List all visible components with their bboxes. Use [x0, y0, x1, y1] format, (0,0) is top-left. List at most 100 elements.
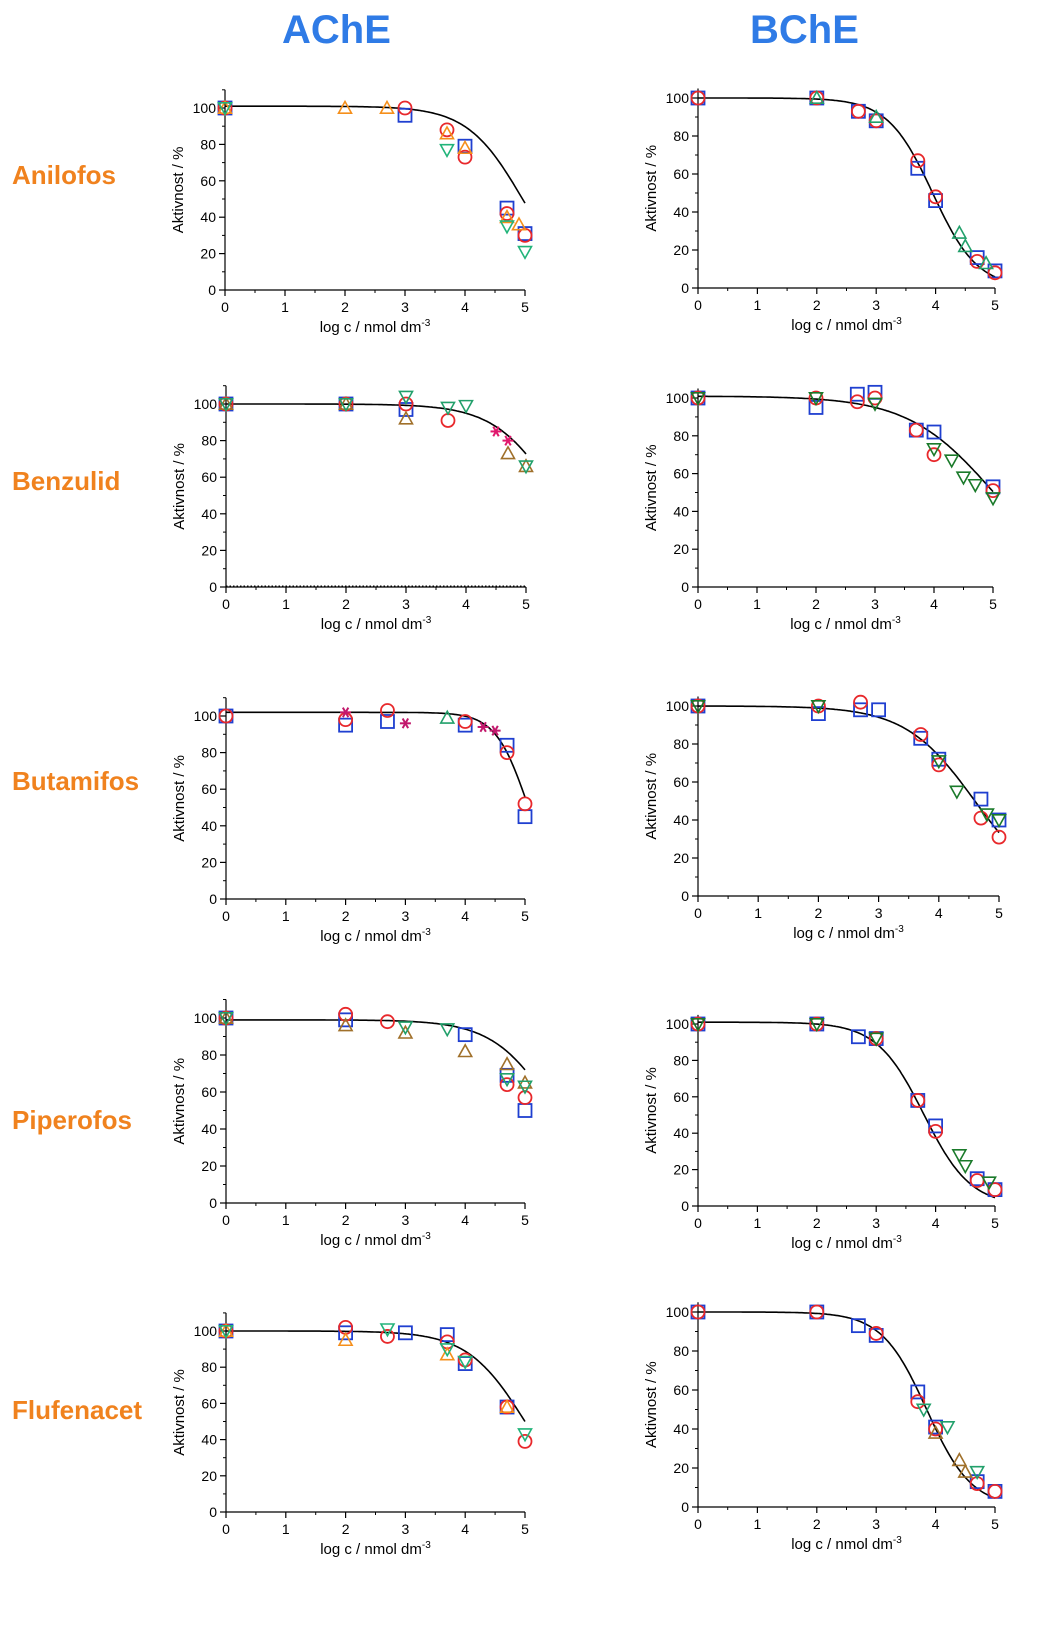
row-label-benzulid: Benzulid — [12, 466, 121, 496]
x-tick-label: 4 — [461, 299, 469, 315]
triangle-down-point — [979, 808, 995, 823]
square-point — [397, 1325, 413, 1341]
square-point — [928, 1118, 943, 1134]
circle-point — [690, 1304, 706, 1320]
fit-curve — [698, 395, 994, 493]
y-tick-label: 100 — [666, 90, 690, 106]
x-tick-label: 0 — [694, 1516, 702, 1532]
y-tick-label: 80 — [673, 1343, 689, 1359]
circle-point — [457, 1352, 473, 1368]
triangle-up-point — [511, 216, 527, 231]
asterisk-point — [399, 718, 411, 729]
square-point — [853, 702, 868, 718]
y-axis-label: Aktivnost / % — [643, 145, 660, 232]
triangle-down-point — [926, 443, 942, 458]
x-tick-label: 0 — [694, 596, 702, 612]
y-tick-label: 100 — [194, 708, 218, 724]
x-axis-label-exponent: -3 — [422, 615, 431, 626]
y-axis-label: Aktivnost / % — [171, 755, 188, 842]
x-tick-label: 3 — [872, 1516, 880, 1532]
x-axis-label-exponent: -3 — [421, 318, 430, 329]
fit-curve — [225, 105, 526, 204]
y-tick-label: 60 — [673, 774, 689, 790]
triangle-down-point — [808, 391, 824, 407]
triangle-up-point — [439, 125, 455, 140]
triangle-up-point — [808, 89, 825, 104]
y-tick-label: 20 — [673, 1162, 689, 1178]
x-axis-label-exponent: -3 — [422, 1231, 431, 1242]
y-tick-label: 60 — [201, 1084, 217, 1100]
y-axis-label: Aktivnost / % — [171, 1058, 188, 1145]
x-tick-label: 2 — [813, 1516, 821, 1532]
square-point — [380, 714, 395, 729]
x-tick-label: 1 — [753, 596, 761, 612]
circle-point — [931, 757, 947, 773]
triangle-down-point — [690, 391, 706, 407]
triangle-down-point — [930, 755, 947, 770]
row-label-anilofos: Anilofos — [12, 160, 116, 190]
x-tick-label: 2 — [813, 297, 821, 313]
x-axis-label: log c / nmol dm-3 — [321, 615, 432, 633]
y-tick-label: 20 — [201, 542, 217, 558]
x-tick-label: 1 — [754, 1516, 762, 1532]
x-tick-label: 2 — [813, 1215, 821, 1231]
x-tick-label: 5 — [521, 1212, 529, 1228]
chart-piperofos-ache: 0 20 40 60 80 100 0 1 2 3 4 5 log c / nmol dm-3 Aktiv… — [171, 999, 533, 1249]
x-tick-label: 0 — [222, 908, 230, 924]
row-label-piperofos: Piperofos — [12, 1105, 132, 1135]
triangle-up-point — [517, 1074, 533, 1089]
circle-point — [439, 122, 455, 138]
x-tick-label: 5 — [521, 299, 529, 315]
x-tick-label: 1 — [754, 297, 762, 313]
asterisk-point — [489, 725, 501, 736]
x-tick-label: 0 — [221, 299, 229, 315]
y-tick-label: 80 — [673, 1052, 689, 1068]
x-tick-label: 4 — [930, 596, 938, 612]
triangle-down-point — [808, 1017, 825, 1033]
square-point — [969, 250, 985, 266]
ache-column-header: AChE — [282, 8, 391, 52]
triangle-down-point — [967, 478, 984, 494]
x-axis-label: log c / nmol dm-3 — [320, 318, 431, 336]
triangle-down-point — [690, 699, 706, 715]
circle-point — [908, 422, 924, 438]
fit-curve — [226, 1019, 526, 1071]
y-tick-label: 0 — [209, 1195, 217, 1211]
circle-point — [910, 153, 926, 169]
fit-curve — [226, 1330, 526, 1422]
chart-benzulid-bche: 0 20 40 60 80 100 0 1 2 3 4 5 log c / nmol dm-3 Aktiv… — [643, 384, 1001, 633]
x-tick-label: 5 — [522, 596, 530, 612]
fit-curve — [698, 705, 1000, 834]
x-axis-label-exponent: -3 — [893, 1535, 902, 1546]
triangle-down-point — [517, 245, 533, 260]
circle-point — [380, 1014, 395, 1030]
row-label-flufenacet: Flufenacet — [12, 1395, 143, 1425]
y-tick-label: 0 — [681, 280, 689, 296]
triangle-up-point — [397, 1024, 414, 1039]
triangle-up-point — [868, 108, 885, 123]
circle-point — [690, 90, 706, 106]
y-axis-label: Aktivnost / % — [643, 444, 660, 531]
y-tick-label: 0 — [209, 891, 217, 907]
x-tick-label: 2 — [342, 596, 350, 612]
y-tick-label: 80 — [200, 136, 216, 152]
x-tick-label: 5 — [991, 297, 999, 313]
y-axis-label: Aktivnost / % — [643, 1361, 660, 1448]
x-tick-label: 1 — [754, 1215, 762, 1231]
x-tick-label: 5 — [989, 596, 997, 612]
x-tick-label: 3 — [402, 596, 410, 612]
y-axis-label: Aktivnost / % — [643, 1067, 660, 1154]
x-tick-label: 4 — [461, 1212, 469, 1228]
fit-curve — [226, 711, 526, 798]
circle-point — [457, 149, 473, 165]
y-tick-label: 0 — [681, 888, 689, 904]
square-point — [973, 791, 989, 807]
y-tick-label: 100 — [666, 1304, 690, 1320]
x-tick-label: 1 — [282, 1521, 290, 1537]
y-tick-label: 20 — [200, 246, 216, 262]
fit-curve — [698, 1311, 996, 1499]
triangle-up-point — [439, 1346, 456, 1361]
y-tick-label: 0 — [209, 579, 217, 595]
y-tick-label: 40 — [200, 209, 216, 225]
circle-point — [928, 1123, 943, 1139]
